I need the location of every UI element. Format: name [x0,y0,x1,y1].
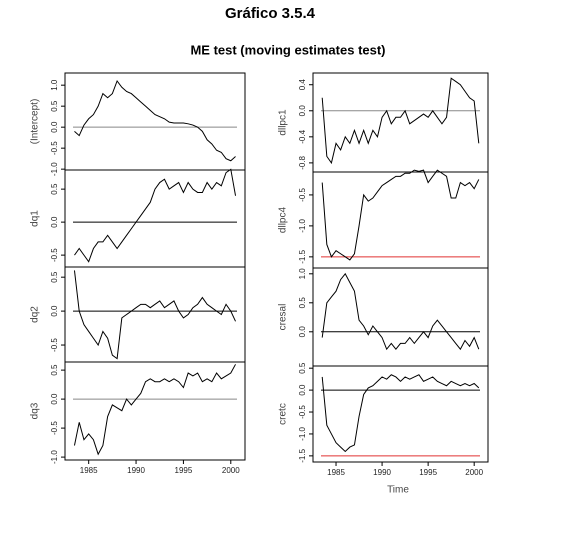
x-tick-label: 1985 [327,468,345,477]
y-tick-label: 0.0 [50,305,59,317]
series-line [321,169,480,261]
y-tick-label: -1.5 [298,448,307,462]
y-axis-label: (Intercept) [30,99,41,145]
y-tick-label: 0.5 [50,271,59,283]
y-tick-label: -1.0 [298,218,307,232]
y-tick-label: 1.0 [50,79,59,91]
y-tick-label: 0.0 [298,384,307,396]
y-tick-label: -0.8 [298,155,307,169]
x-tick-label: 2000 [465,468,483,477]
y-tick-label: 0.4 [298,79,307,91]
chart-subtitle: ME test (moving estimates test) [190,42,385,57]
y-tick-label: -0.5 [50,421,59,435]
y-tick-label: -0.5 [50,248,59,262]
panel-frame [312,365,489,463]
series-line [73,270,236,360]
panel-frame [64,361,246,461]
y-axis-label: cresal [278,304,289,331]
y-tick-label: -1.0 [298,427,307,441]
y-tick-label: 0.0 [298,326,307,338]
chart-title: Gráfico 3.5.4 [225,5,316,22]
y-tick-label: 0.5 [298,297,307,309]
x-tick-label: 1990 [373,468,391,477]
y-tick-label: -0.5 [298,187,307,201]
y-tick-label: 0.5 [50,183,59,195]
x-tick-label: 2000 [222,466,240,475]
y-tick-label: -1.0 [50,162,59,176]
y-tick-label: -0.5 [298,405,307,419]
y-tick-label: 1.0 [298,268,307,280]
y-tick-label: -0.5 [50,338,59,352]
y-tick-label: 0.0 [50,121,59,133]
series-line [74,79,236,162]
y-axis-label: dllpc4 [278,207,289,234]
y-axis-label: dq2 [30,306,41,323]
x-tick-label: 1990 [127,466,145,475]
y-tick-label: -0.4 [298,129,307,143]
x-axis-label: Time [387,485,409,496]
y-tick-label: 0.0 [50,393,59,405]
y-tick-label: -1.5 [298,249,307,263]
y-tick-label: 0.0 [298,105,307,117]
y-tick-label: 0.5 [50,100,59,112]
y-axis-label: dq3 [30,402,41,419]
series-line [321,77,480,165]
series-line [321,374,480,453]
series-line [321,272,480,351]
y-tick-label: 0.5 [50,364,59,376]
x-tick-label: 1995 [175,466,193,475]
y-axis-label: cretc [278,403,289,425]
x-tick-label: 1985 [80,466,98,475]
x-tick-label: 1995 [419,468,437,477]
y-axis-label: dllpc1 [278,109,289,136]
y-tick-label: -0.5 [50,141,59,155]
y-tick-label: -1.0 [50,450,59,464]
y-tick-label: 0.0 [50,216,59,228]
series-line [74,168,237,263]
y-tick-label: 0.5 [298,362,307,374]
y-axis-label: dq1 [30,210,41,227]
series-line [73,364,236,456]
